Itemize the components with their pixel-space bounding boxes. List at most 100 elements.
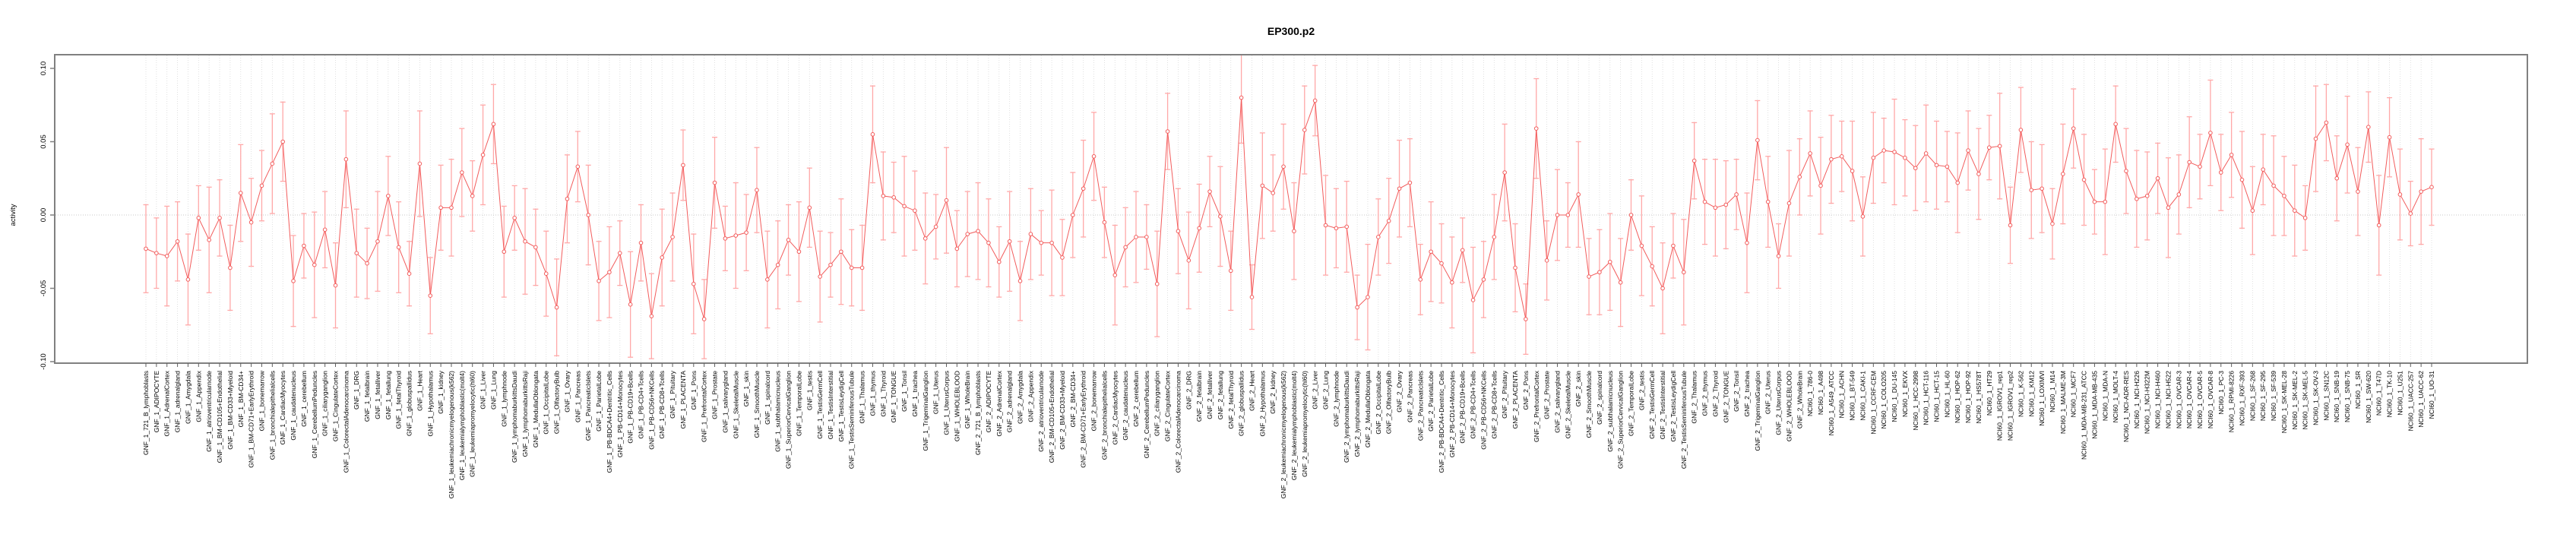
x-tick-label: GNF_2_Amygdala: [1017, 371, 1024, 424]
data-point: [1439, 261, 1444, 266]
data-point: [2261, 167, 2266, 172]
data-point: [2356, 189, 2360, 194]
data-point: [712, 180, 717, 185]
x-tick-label: GNF_2_DRG: [1185, 371, 1192, 409]
data-point: [1366, 295, 1370, 299]
data-point: [164, 254, 169, 258]
data-point: [2018, 128, 2024, 132]
x-tick-label: GNF_2_caudatenucleus: [1122, 371, 1129, 441]
data-point: [1660, 286, 1665, 291]
x-tick-label: GNF_2_Heart: [1248, 370, 1255, 411]
x-tick-label: GNF_2_ciliaryganglion: [1154, 371, 1161, 436]
x-tick-label: NCI60_1_OVCAR-5: [2196, 371, 2204, 428]
data-point: [849, 265, 854, 270]
x-tick-label: GNF_2_Pancreas: [1406, 371, 1413, 422]
data-point: [1903, 155, 1907, 160]
x-tick-label: GNF_1_atrioventricularnode: [205, 371, 213, 452]
x-tick-label: GNF_2_fetalbrain: [1195, 371, 1203, 422]
data-point: [1281, 164, 1286, 169]
data-point: [238, 191, 243, 195]
data-point: [322, 227, 328, 232]
data-point: [1355, 305, 1359, 310]
data-point: [1755, 138, 1760, 143]
data-point: [859, 265, 865, 270]
x-tick-label: GNF_1_bronchialepithelialcells: [268, 371, 276, 460]
x-tick-label: GNF_2_WHOLEBLOOD: [1785, 371, 1793, 441]
data-point: [1997, 144, 2002, 149]
data-point: [154, 251, 159, 255]
x-tick-label: GNF_1_Ovary: [563, 370, 571, 413]
data-point: [1239, 95, 1244, 100]
x-tick-label: NCI60_1_COLO205: [1880, 371, 1888, 429]
x-tick-label: GNF_2_globuspallidus: [1238, 371, 1245, 436]
x-tick-label: GNF_1_AdrenalCortex: [163, 370, 171, 436]
x-tick-label: GNF_1_TemporalLobe: [795, 371, 802, 436]
data-point: [1450, 280, 1454, 285]
data-point: [207, 238, 211, 242]
data-point: [1966, 148, 1970, 153]
y-tick-label: -0.10: [40, 353, 48, 370]
data-point: [185, 277, 191, 282]
data-point: [670, 235, 675, 239]
data-point: [2334, 175, 2340, 181]
x-tick-label: GNF_2_TestisLeydigCell: [1669, 371, 1677, 442]
x-tick-label: GNF_1_WHOLEBLOOD: [953, 371, 960, 441]
data-point: [1682, 270, 1686, 275]
data-point: [997, 259, 1002, 264]
data-point: [1302, 128, 1307, 132]
x-tick-label: NCI60_1_CAKI-1: [1859, 371, 1866, 421]
data-point: [280, 139, 286, 144]
data-point: [2050, 221, 2055, 226]
x-tick-label: GNF_1_leukemiapromyelocytic(hl60): [469, 371, 476, 477]
x-tick-label: GNF_2_Uterus: [1764, 371, 1772, 414]
data-point: [396, 245, 401, 250]
x-tick-label: NCI60_1_IGROV1_rep2: [2007, 371, 2014, 441]
data-point: [1492, 235, 1497, 239]
data-point: [523, 239, 527, 244]
data-point: [343, 157, 349, 162]
data-point: [954, 246, 960, 251]
data-point: [701, 317, 707, 321]
data-point: [2144, 194, 2150, 198]
data-point: [723, 236, 728, 241]
x-tick-label: NCI60_1_OVCAR-3: [2175, 371, 2182, 428]
y-tick-label: 0.00: [40, 208, 48, 223]
data-point: [1533, 126, 1539, 131]
x-tick-label: GNF_1_BM-CD71+EarlyErythroid: [248, 371, 255, 468]
data-point: [1154, 281, 1160, 286]
data-point: [1134, 235, 1138, 239]
data-point: [1144, 235, 1149, 239]
data-point: [807, 205, 812, 210]
data-point: [1165, 129, 1170, 134]
data-point: [1544, 258, 1549, 263]
data-point: [818, 274, 822, 279]
x-tick-label: GNF_1_CerebellumPeduncles: [311, 371, 318, 458]
x-tick-label: NCI60_1_CCRF-CEM: [1869, 371, 1877, 435]
x-tick-label: GNF_2_Pons: [1522, 371, 1530, 410]
x-tick-label: GNF_1_OlfactoryBulb: [553, 371, 561, 434]
x-tick-label: GNF_1_ColorectalAdenocarcinoma: [342, 371, 350, 473]
x-tick-label: GNF_2_Liver: [1312, 371, 1319, 409]
x-tick-label: NCI60_1_HOP-92: [1964, 371, 1972, 423]
data-point: [1587, 274, 1591, 279]
x-tick-label: GNF_1_Uterus: [932, 371, 940, 414]
x-tick-label: GNF_1_TrigeminalGanglion: [922, 371, 929, 451]
data-point: [2345, 142, 2350, 147]
data-point: [2092, 199, 2097, 204]
x-tick-label: GNF_2_PB-CD14+Monocytes: [1448, 371, 1456, 457]
data-point: [1102, 220, 1107, 225]
data-point: [460, 170, 464, 175]
x-tick-label: GNF_1_TestisLeydigCell: [837, 371, 845, 442]
data-point: [248, 220, 254, 225]
data-point: [144, 246, 148, 251]
data-point: [217, 216, 222, 220]
x-tick-label: NCI60_1_PC-3: [2217, 371, 2225, 415]
data-point: [1481, 277, 1486, 282]
x-tick-label: GNF_1_PB-CD4+Tcells: [638, 371, 645, 439]
x-tick-label: NCI60_1_MALME-3M: [2059, 371, 2067, 434]
x-tick-label: NCI60_1_SN12C: [2322, 371, 2330, 421]
data-point: [2166, 205, 2171, 210]
x-tick-label: GNF_2_PancreaticIslets: [1416, 371, 1424, 441]
data-point: [1765, 199, 1771, 204]
